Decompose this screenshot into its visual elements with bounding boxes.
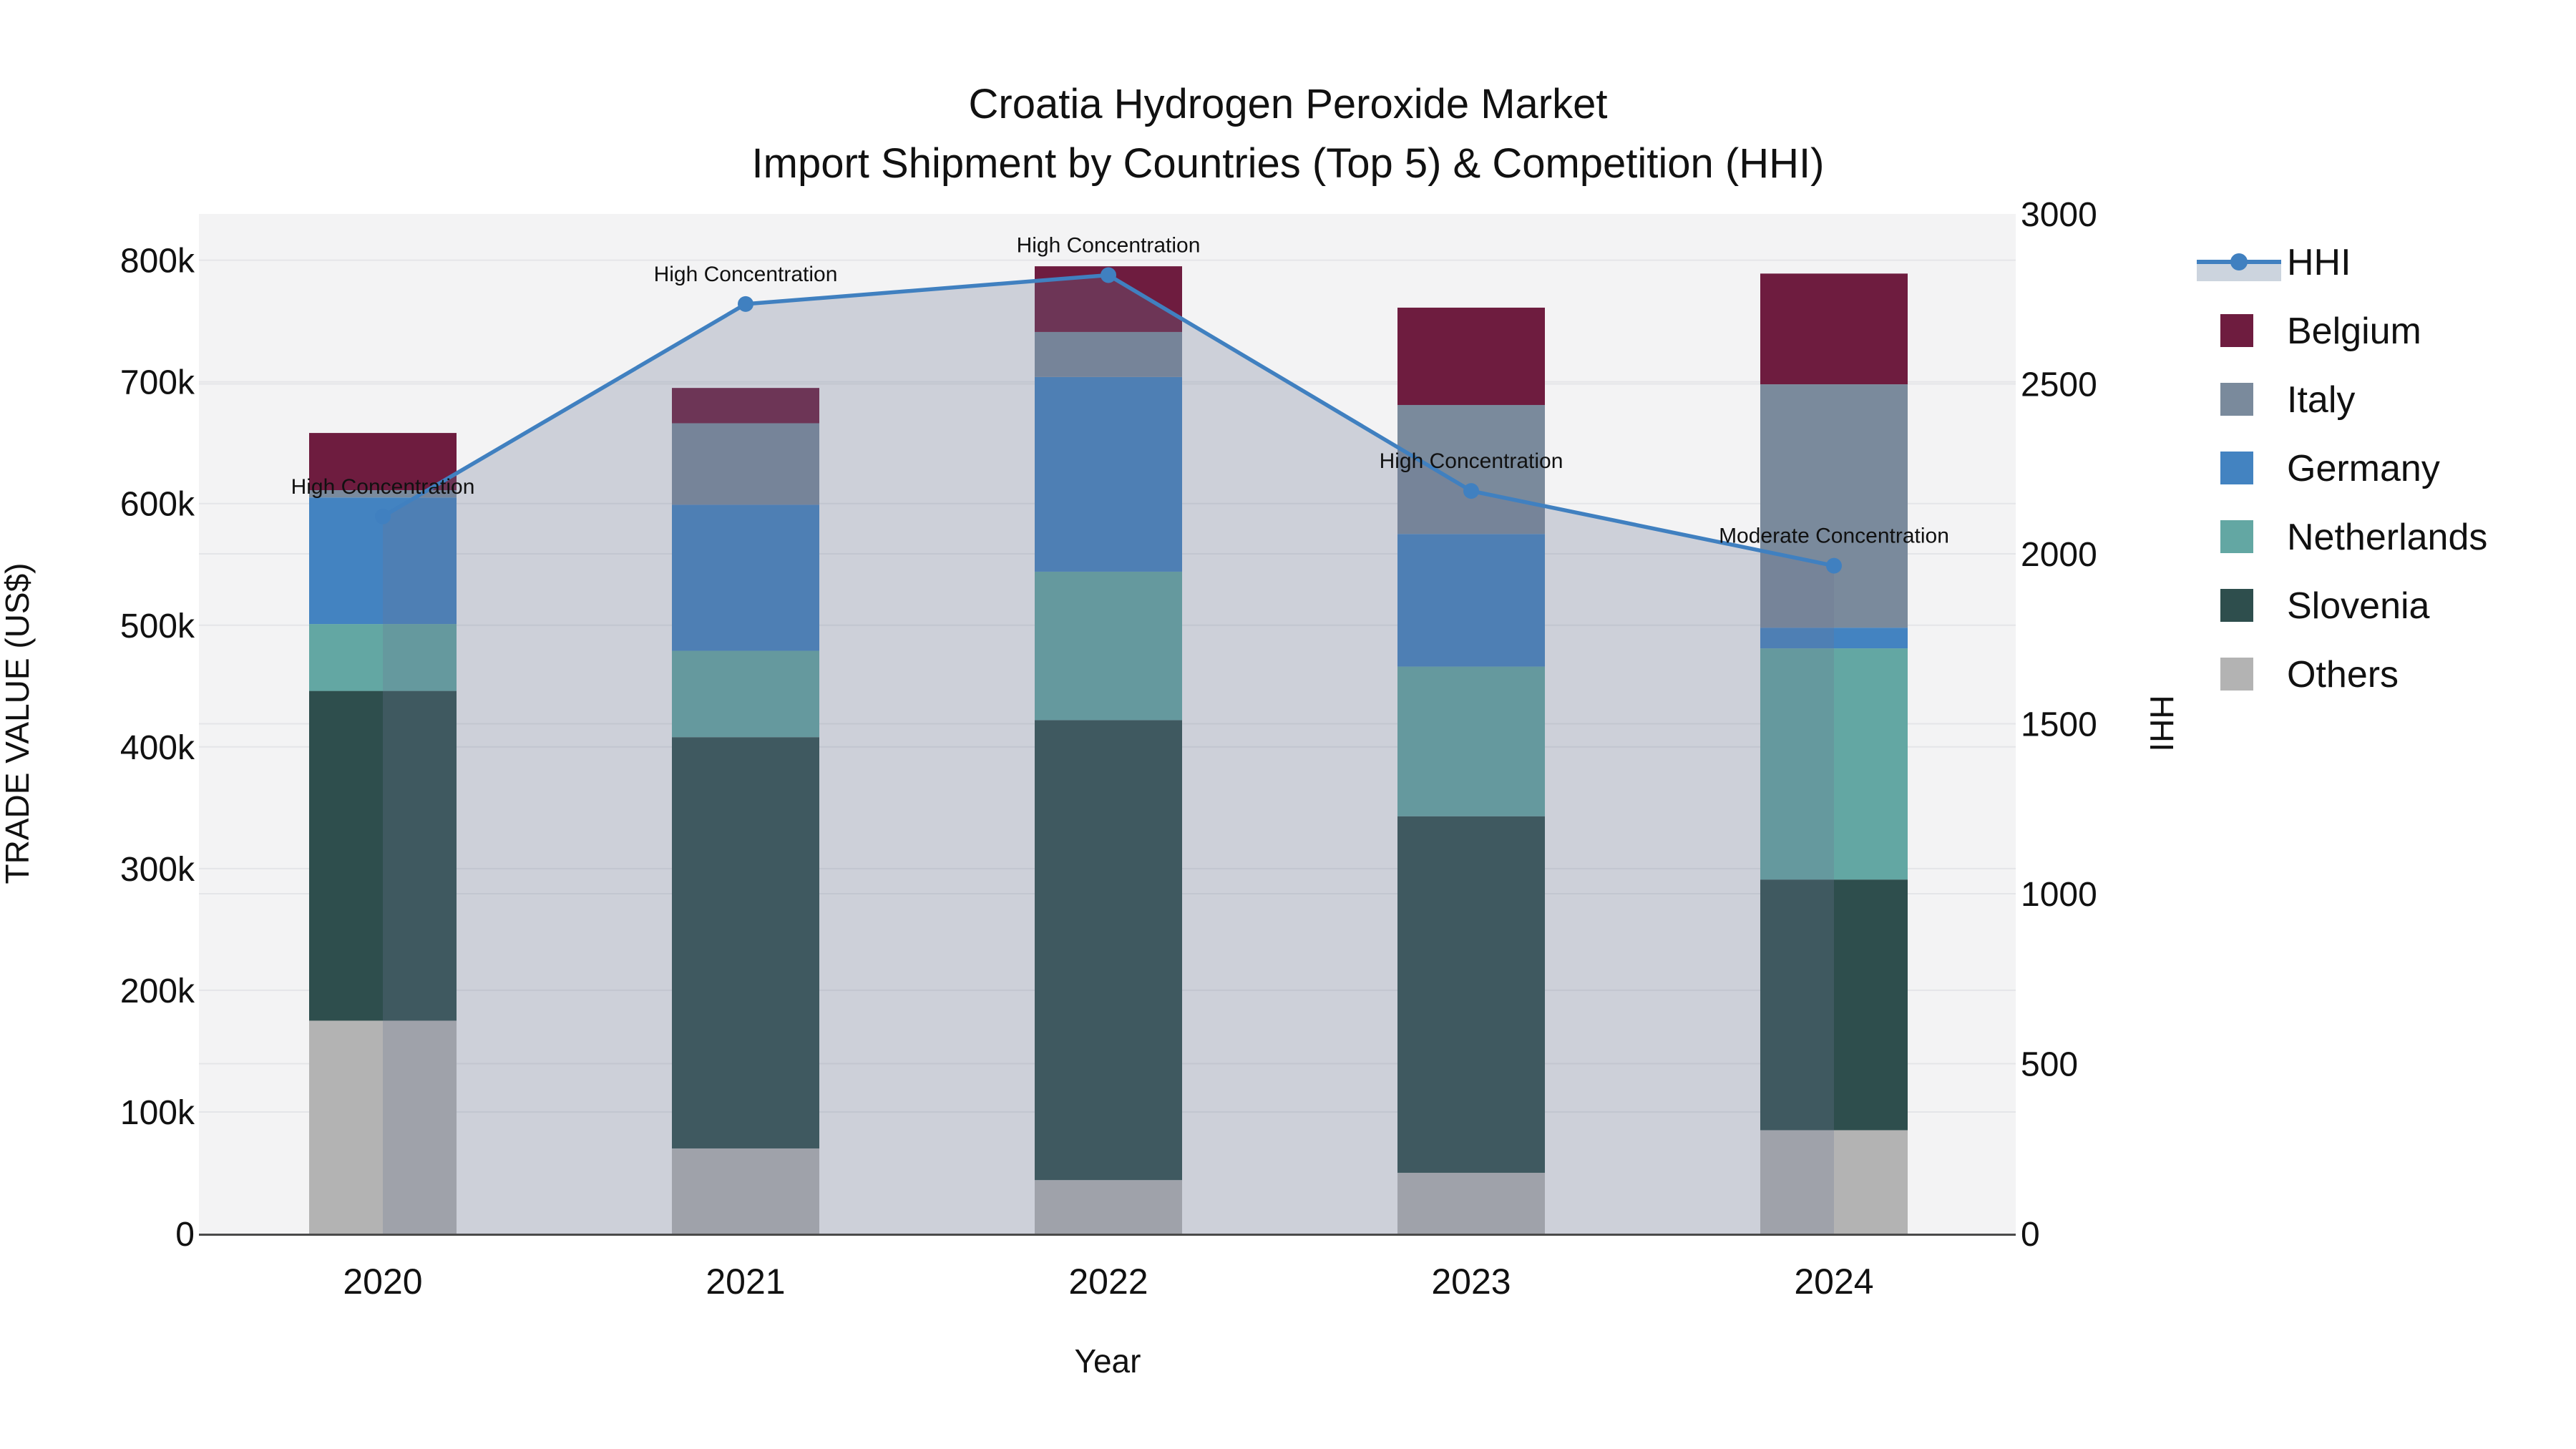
bar-segment-italy-2020 [309, 490, 457, 498]
bar-segment-italy-2023 [1397, 404, 1545, 535]
bar-segment-others-2022 [1035, 1180, 1182, 1234]
bar-segment-others-2021 [672, 1148, 819, 1234]
legend: HHI Belgium Italy Germany Netherlands Sloveni… [2197, 242, 2487, 696]
bar-segment-slovenia-2022 [1035, 720, 1182, 1181]
y-left-tick-700k: 700k [120, 364, 195, 402]
annotations: High Concentration High Concentration High… [291, 234, 1949, 548]
hhi-markers [375, 267, 1842, 574]
x-tick-2024: 2024 [1794, 1262, 1873, 1302]
bar-segment-italy-2022 [1035, 331, 1182, 377]
bar-segment-germany-2023 [1397, 534, 1545, 667]
y-left-tick-200k: 200k [120, 972, 195, 1010]
hhi-marker-2024 [1826, 557, 1842, 574]
hhi-marker-2021 [738, 296, 753, 312]
legend-label-netherlands: Netherlands [2287, 517, 2487, 558]
bar-segment-others-2020 [309, 1020, 457, 1234]
annotation-2022: High Concentration [1017, 234, 1201, 258]
y-right-tick-2000: 2000 [2021, 536, 2097, 574]
legend-label-slovenia: Slovenia [2287, 585, 2430, 627]
bar-segment-germany-2021 [672, 504, 819, 651]
annotation-2020: High Concentration [291, 475, 475, 499]
y-right-tick-0: 0 [2021, 1216, 2040, 1254]
legend-hhi-marker-icon [2230, 253, 2248, 270]
legend-item-belgium[interactable]: Belgium [2220, 311, 2421, 352]
y-right-tick-500: 500 [2021, 1046, 2078, 1084]
bar-segment-belgium-2020 [309, 433, 457, 491]
hhi-marker-2022 [1101, 267, 1116, 283]
legend-item-netherlands[interactable]: Netherlands [2220, 517, 2487, 558]
bar-segment-italy-2024 [1760, 384, 1908, 628]
legend-swatch-italy [2220, 383, 2253, 416]
annotation-2021: High Concentration [654, 263, 838, 286]
y-left-tick-800k: 800k [120, 243, 195, 280]
legend-swatch-belgium [2220, 314, 2253, 347]
hhi-area [383, 275, 1834, 1234]
legend-item-germany[interactable]: Germany [2220, 448, 2440, 489]
legend-item-hhi[interactable]: HHI [2197, 242, 2351, 283]
legend-item-slovenia[interactable]: Slovenia [2220, 585, 2430, 627]
bar-segment-others-2024 [1760, 1130, 1908, 1234]
y-axis-left: 0 100k 200k 300k 400k 500k 600k 700k 800k [120, 243, 195, 1254]
bar-segment-netherlands-2024 [1760, 648, 1908, 880]
bar-segment-netherlands-2020 [309, 624, 457, 691]
y-right-axis-title: HHI [2143, 695, 2180, 751]
hhi-area-fill [383, 275, 1834, 1234]
bar-segment-slovenia-2024 [1760, 879, 1908, 1131]
legend-label-belgium: Belgium [2287, 311, 2421, 352]
legend-label-germany: Germany [2287, 448, 2440, 489]
bars [309, 266, 1908, 1234]
y-left-tick-300k: 300k [120, 851, 195, 889]
x-tick-2021: 2021 [706, 1262, 785, 1302]
legend-label-hhi: HHI [2287, 242, 2351, 283]
bar-segment-netherlands-2022 [1035, 571, 1182, 721]
y-right-tick-1000: 1000 [2021, 876, 2097, 914]
bar-segment-netherlands-2023 [1397, 666, 1545, 816]
bar-segment-germany-2022 [1035, 376, 1182, 572]
y-left-tick-0: 0 [175, 1216, 195, 1254]
hhi-marker-2023 [1463, 483, 1479, 499]
x-tick-2022: 2022 [1068, 1262, 1148, 1302]
y-left-axis-title: TRADE VALUE (US$) [0, 562, 36, 884]
annotation-2023: High Concentration [1380, 449, 1563, 473]
chart-title: Croatia Hydrogen Peroxide Market [969, 81, 1608, 127]
bar-segment-germany-2024 [1760, 628, 1908, 649]
x-tick-2020: 2020 [343, 1262, 422, 1302]
legend-item-others[interactable]: Others [2220, 654, 2399, 696]
annotation-2024: Moderate Concentration [1719, 525, 1949, 548]
bar-segment-belgium-2023 [1397, 307, 1545, 405]
bar-segment-belgium-2021 [672, 388, 819, 424]
y-right-tick-2500: 2500 [2021, 366, 2097, 404]
legend-swatch-others [2220, 658, 2253, 691]
y-right-tick-1500: 1500 [2021, 706, 2097, 744]
legend-swatch-slovenia [2220, 589, 2253, 622]
hhi-marker-2020 [375, 508, 391, 525]
legend-swatch-germany [2220, 452, 2253, 484]
y-left-tick-100k: 100k [120, 1094, 195, 1132]
y-right-tick-3000: 3000 [2021, 196, 2097, 234]
legend-swatch-netherlands [2220, 520, 2253, 553]
x-axis: 2020 2021 2022 2023 2024 [199, 1234, 2016, 1302]
x-axis-title: Year [1075, 1342, 1141, 1380]
bar-segment-slovenia-2023 [1397, 816, 1545, 1173]
x-tick-2023: 2023 [1431, 1262, 1511, 1302]
legend-label-italy: Italy [2287, 379, 2355, 421]
bar-segment-slovenia-2020 [309, 691, 457, 1021]
y-left-tick-600k: 600k [120, 486, 195, 524]
legend-item-italy[interactable]: Italy [2220, 379, 2355, 421]
y-left-tick-500k: 500k [120, 608, 195, 645]
bar-segment-slovenia-2021 [672, 737, 819, 1148]
bar-segment-belgium-2024 [1760, 273, 1908, 385]
legend-label-others: Others [2287, 654, 2399, 696]
chart-subtitle: Import Shipment by Countries (Top 5) & C… [752, 140, 1825, 187]
y-left-tick-400k: 400k [120, 729, 195, 767]
bar-segment-italy-2021 [672, 423, 819, 505]
y-axis-right: 0 500 1000 1500 2000 2500 3000 [2021, 196, 2097, 1254]
bar-segment-netherlands-2021 [672, 650, 819, 738]
bar-segment-others-2023 [1397, 1172, 1545, 1234]
